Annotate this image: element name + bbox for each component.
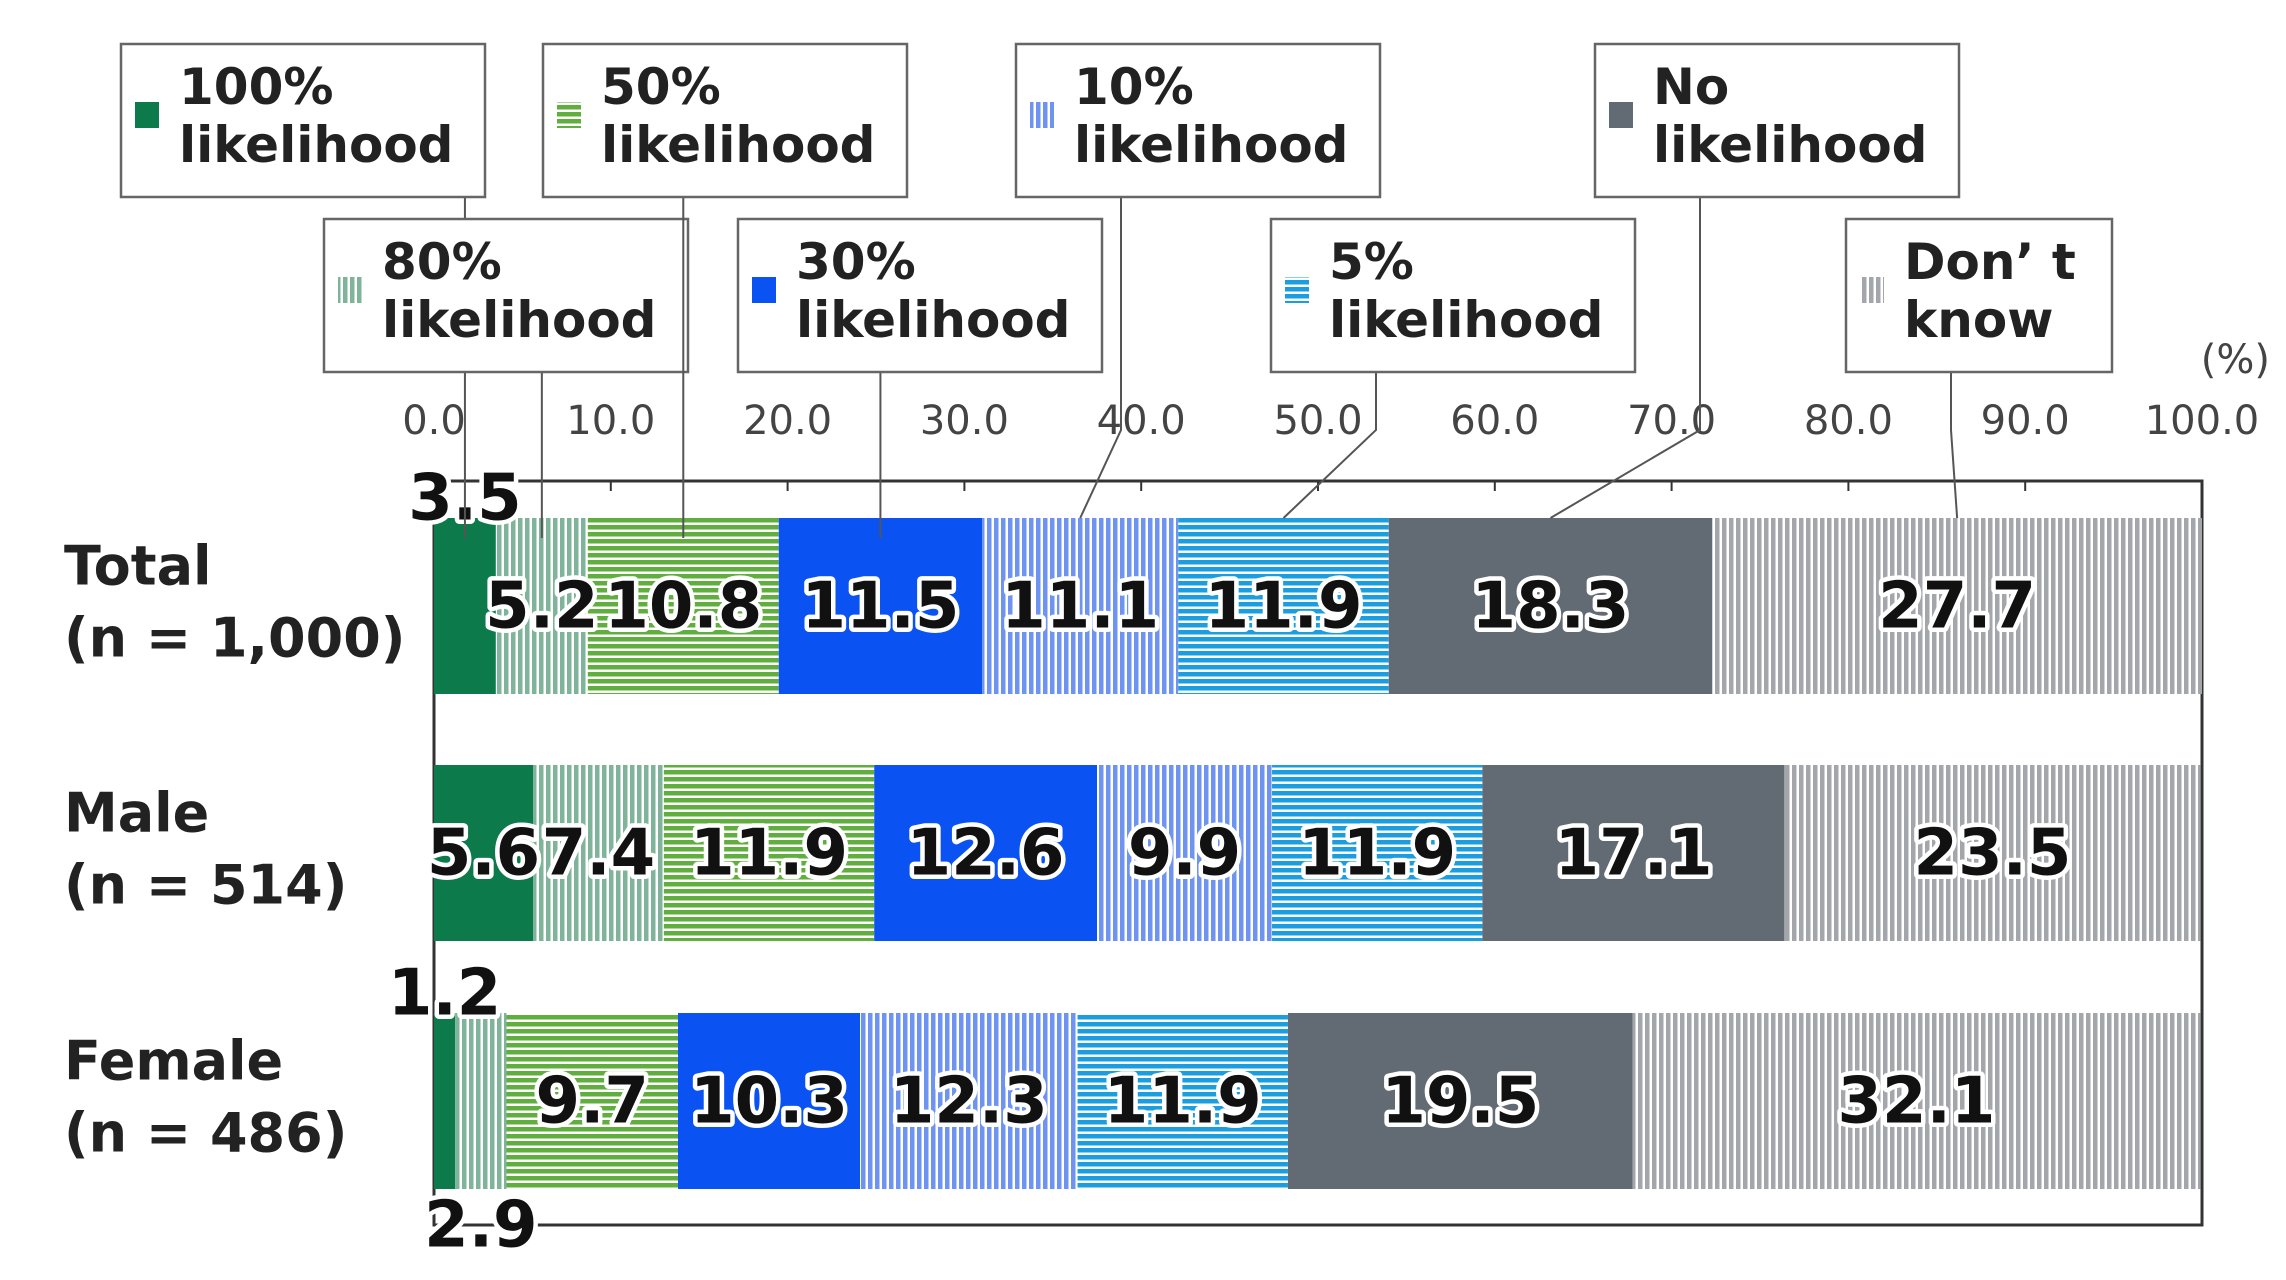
bar-segment bbox=[506, 1013, 678, 1189]
bar-segment bbox=[1712, 518, 2202, 694]
bar-segment bbox=[1482, 765, 1785, 941]
data-label: 17.1 bbox=[1555, 817, 1713, 891]
data-label: 11.9 bbox=[1298, 817, 1456, 891]
data-label: 2.9 bbox=[424, 1189, 537, 1263]
legend-swatch bbox=[1030, 102, 1054, 128]
legend-label: 100% likelihood bbox=[179, 58, 453, 174]
leader-line bbox=[1950, 372, 1959, 519]
legend-swatch bbox=[1860, 277, 1884, 303]
category-label: Total bbox=[64, 535, 212, 598]
data-label: 18.3 bbox=[1472, 570, 1630, 644]
x-tick-label: 10.0 bbox=[566, 398, 655, 444]
bar-segment bbox=[1632, 1013, 2201, 1189]
legend-box bbox=[1269, 217, 1637, 374]
bar-segment bbox=[982, 518, 1179, 694]
legend-label: 10% likelihood bbox=[1074, 58, 1348, 174]
bar-segment bbox=[434, 765, 534, 941]
legend-swatch bbox=[557, 102, 581, 128]
leader-line bbox=[1079, 197, 1122, 519]
bar-segment bbox=[677, 1013, 861, 1189]
bar-segment bbox=[587, 518, 779, 694]
legend-label: 5% likelihood bbox=[1329, 233, 1603, 349]
legend-label: No likelihood bbox=[1653, 58, 1927, 174]
data-label: 12.6 bbox=[907, 817, 1065, 891]
legend-label: 50% likelihood bbox=[601, 58, 875, 174]
x-tick-label: 70.0 bbox=[1627, 398, 1716, 444]
x-tick-label: 40.0 bbox=[1097, 398, 1186, 444]
data-label: 11.9 bbox=[1104, 1065, 1262, 1139]
data-label: 7.4 bbox=[542, 817, 655, 891]
legend-box bbox=[1593, 42, 1961, 199]
data-label: 10.8 bbox=[604, 570, 762, 644]
data-label: 23.5 bbox=[1914, 817, 2072, 891]
data-label: 5.2 bbox=[485, 570, 598, 644]
legend-label: 80% likelihood bbox=[382, 233, 656, 349]
x-tick-label: 30.0 bbox=[920, 398, 1009, 444]
data-label: 27.7 bbox=[1878, 570, 2036, 644]
bar-segment bbox=[1388, 518, 1713, 694]
bar-segment bbox=[434, 518, 496, 694]
legend-swatch bbox=[1285, 277, 1309, 303]
legend-swatch bbox=[752, 277, 776, 303]
bar-segment bbox=[1077, 1013, 1288, 1189]
bar-segment bbox=[663, 765, 875, 941]
legend-box bbox=[119, 42, 487, 199]
data-label: 12.3 bbox=[890, 1065, 1048, 1139]
data-label: 11.1 bbox=[1001, 570, 1159, 644]
legend-swatch bbox=[1609, 102, 1633, 128]
data-label: 11.5 bbox=[801, 570, 959, 644]
bar-segment bbox=[455, 1013, 507, 1189]
bar-segment bbox=[434, 1013, 456, 1189]
category-label: (n = 486) bbox=[64, 1102, 347, 1165]
legend-label: 30% likelihood bbox=[796, 233, 1070, 349]
legend-box bbox=[1844, 217, 2114, 374]
data-label: 9.7 bbox=[536, 1065, 649, 1139]
category-label: (n = 514) bbox=[64, 854, 347, 917]
x-tick-label: 50.0 bbox=[1273, 398, 1362, 444]
data-label: 9.9 bbox=[1128, 817, 1241, 891]
bar-segment bbox=[874, 765, 1097, 941]
category-label: Female bbox=[64, 1030, 283, 1093]
x-tick-label: 20.0 bbox=[743, 398, 832, 444]
bar-segment bbox=[495, 518, 588, 694]
x-tick-label: 80.0 bbox=[1804, 398, 1893, 444]
bar-segment bbox=[1272, 765, 1483, 941]
bar-segment bbox=[860, 1013, 1078, 1189]
bar-segment bbox=[533, 765, 664, 941]
x-tick-label: 0.0 bbox=[402, 398, 466, 444]
x-tick-label: 100.0 bbox=[2145, 398, 2260, 444]
data-label: 10.3 bbox=[690, 1065, 848, 1139]
x-tick-label: 60.0 bbox=[1450, 398, 1539, 444]
data-label: 11.9 bbox=[690, 817, 848, 891]
legend-box bbox=[736, 217, 1104, 374]
legend-swatch bbox=[135, 102, 159, 128]
leader-line bbox=[1549, 197, 1701, 519]
unit-label: (%) bbox=[2201, 337, 2270, 383]
leader-line bbox=[1282, 372, 1377, 519]
data-label: 11.9 bbox=[1205, 570, 1363, 644]
data-label: 5.6 bbox=[427, 817, 540, 891]
bar-segment bbox=[1097, 765, 1273, 941]
legend-box bbox=[541, 42, 909, 199]
legend-swatch bbox=[338, 277, 362, 303]
bar-segment bbox=[1784, 765, 2201, 941]
data-label: 1.2 bbox=[388, 957, 501, 1031]
bar-segment bbox=[1178, 518, 1389, 694]
category-label: Male bbox=[64, 782, 209, 845]
x-tick-label: 90.0 bbox=[1981, 398, 2070, 444]
legend-box bbox=[1014, 42, 1382, 199]
category-label: (n = 1,000) bbox=[64, 607, 405, 670]
legend-box bbox=[322, 217, 690, 374]
data-label: 32.1 bbox=[1838, 1065, 1996, 1139]
legend-label: Don’ t know bbox=[1904, 233, 2076, 349]
data-label: 19.5 bbox=[1381, 1065, 1539, 1139]
bar-segment bbox=[778, 518, 983, 694]
bar-segment bbox=[1287, 1013, 1633, 1189]
